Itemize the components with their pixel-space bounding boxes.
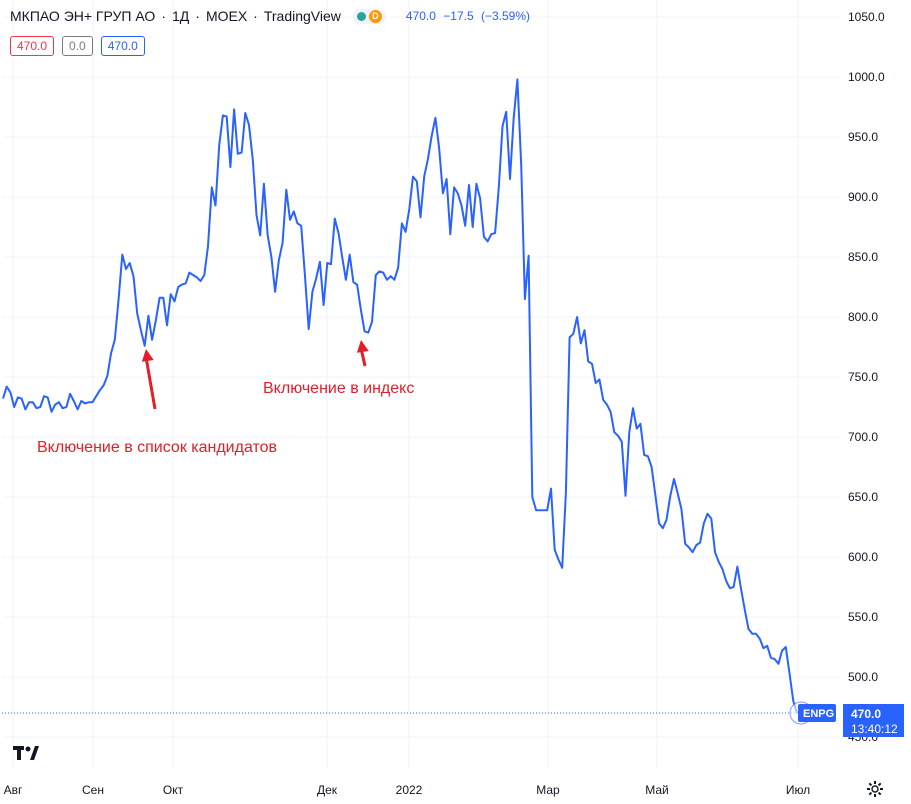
price-badge-value: 470.0 (851, 707, 881, 721)
annotation-text: Включение в список кандидатов (37, 439, 277, 456)
chart-header: МКПАО ЭН+ ГРУП АО · 1Д · MOEX · TradingV… (10, 8, 534, 24)
annotations: Включение в список кандидатов Включение в… (37, 340, 414, 456)
y-tick-label: 950.0 (848, 130, 878, 144)
delayed-badge-icon: D (368, 9, 382, 23)
sell-button[interactable]: 470.0 (10, 36, 55, 56)
quote-price: 470.0 (405, 9, 436, 23)
y-tick-label: 800.0 (848, 310, 878, 324)
y-tick-label: 750.0 (848, 370, 878, 384)
quote-change-pct: (−3.59%) (480, 9, 531, 23)
separator: · (161, 8, 166, 24)
annotation-arrow-head (141, 349, 154, 362)
annotation: Включение в список кандидатов (37, 349, 277, 456)
annotation-arrow-shaft (144, 356, 157, 410)
annotation-text: Включение в индекс (263, 380, 414, 397)
y-tick-label: 600.0 (848, 550, 878, 564)
source-label: TradingView (263, 8, 341, 24)
price-badge-time: 13:40:12 (851, 722, 898, 736)
interval-label[interactable]: 1Д (171, 8, 190, 24)
ticker-badge: ENPG (803, 708, 834, 720)
x-tick-label: Окт (163, 783, 184, 797)
spread-value: 0.0 (62, 36, 93, 56)
y-tick-label: 650.0 (848, 490, 878, 504)
x-tick-label: Мар (536, 783, 560, 797)
tradingview-logo-icon[interactable] (13, 744, 39, 762)
market-status[interactable]: D (352, 8, 386, 24)
y-tick-label: 1050.0 (848, 10, 885, 24)
y-tick-label: 1000.0 (848, 70, 885, 84)
y-tick-label: 850.0 (848, 250, 878, 264)
gear-icon[interactable] (866, 780, 884, 798)
quote-change: −17.5 (443, 9, 474, 23)
x-tick-label: 2022 (396, 783, 423, 797)
x-axis: Авг Сен Окт Дек 2022 Мар Май Июл (4, 783, 811, 797)
price-series-line (2, 78, 798, 714)
y-tick-label: 550.0 (848, 610, 878, 624)
x-tick-label: Май (645, 783, 669, 797)
y-tick-label: 500.0 (848, 670, 878, 684)
trade-pills: 470.0 0.0 470.0 (10, 36, 145, 56)
y-tick-label: 700.0 (848, 430, 878, 444)
annotation-arrow-head (356, 340, 369, 353)
separator: · (195, 8, 200, 24)
market-open-icon (356, 11, 366, 21)
last-price-label: ENPG 470.0 13:40:12 (789, 701, 904, 737)
exchange-label: MOEX (205, 8, 248, 24)
annotation: Включение в индекс (263, 340, 414, 397)
buy-button[interactable]: 470.0 (100, 36, 145, 56)
price-badge-bg (843, 704, 904, 737)
x-tick-label: Авг (4, 783, 23, 797)
quote-summary: 470.0 −17.5 (−3.59%) (406, 9, 534, 23)
ticker-badge-bg (798, 704, 836, 722)
x-tick-label: Июл (786, 783, 810, 797)
y-axis: 1050.0 1000.0 950.0 900.0 850.0 800.0 750.0 700… (848, 10, 885, 744)
x-tick-label: Сен (82, 783, 104, 797)
chart-grid (2, 0, 840, 768)
y-tick-label: 900.0 (848, 190, 878, 204)
separator: · (253, 8, 258, 24)
x-tick-label: Дек (317, 783, 338, 797)
symbol-title[interactable]: МКПАО ЭН+ ГРУП АО (10, 8, 156, 24)
